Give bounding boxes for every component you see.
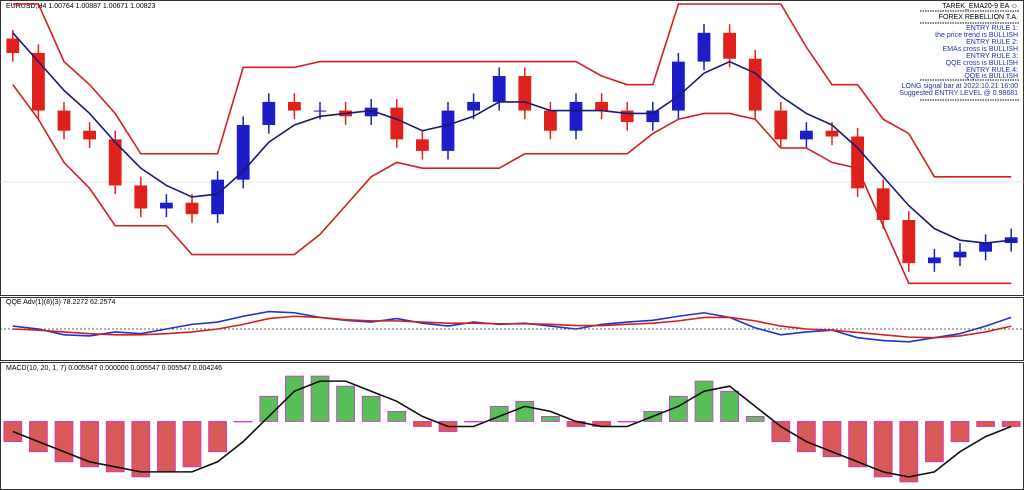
panel-title: TAREK_EMA20-9 EA ☺ bbox=[942, 3, 1018, 10]
macd-pane bbox=[0, 362, 1024, 490]
candle-body bbox=[32, 52, 45, 111]
histogram-bar bbox=[694, 380, 714, 422]
line-series bbox=[12, 3, 1012, 178]
candle-body bbox=[416, 139, 429, 151]
candle-body bbox=[825, 130, 839, 137]
histogram-bar bbox=[387, 410, 407, 422]
candle-body bbox=[774, 110, 788, 140]
candle-body bbox=[697, 32, 711, 62]
histogram-bar bbox=[464, 421, 483, 423]
candle-body bbox=[748, 58, 762, 111]
histogram-bar bbox=[899, 421, 919, 483]
line-series bbox=[12, 315, 1012, 339]
histogram-bar bbox=[617, 421, 637, 423]
histogram-bar bbox=[515, 400, 535, 422]
info-panel: TAREK_EMA20-9 EA ☺ bbox=[920, 3, 1020, 101]
histogram-bar bbox=[950, 421, 970, 443]
histogram-bar bbox=[285, 375, 304, 422]
candle-body bbox=[723, 32, 736, 59]
histogram-bar bbox=[669, 395, 688, 422]
candle-body bbox=[800, 130, 813, 140]
panel-line: QQE is BULLISH bbox=[964, 73, 1018, 80]
histogram-bar bbox=[208, 421, 227, 453]
candle-body bbox=[569, 101, 583, 131]
histogram-bar bbox=[873, 421, 893, 478]
histogram-bar bbox=[413, 421, 432, 427]
histogram-bar bbox=[771, 421, 791, 443]
candle-body bbox=[57, 110, 71, 131]
panel-line: ENTRY RULE 4: bbox=[966, 67, 1018, 74]
macd-title: MACD(10, 20, 1, 7) 0.005547 0.000000 0.0… bbox=[6, 365, 222, 372]
histogram-bar bbox=[29, 421, 48, 453]
main-title: EURUSD,H4 1.00764 1.00887 1.00671 1.0082… bbox=[6, 3, 156, 10]
candle-body bbox=[313, 110, 327, 112]
candle-body bbox=[211, 179, 224, 215]
candle-body bbox=[185, 202, 199, 215]
panel-line: ENTRY RULE 2: bbox=[966, 39, 1018, 46]
candle-body bbox=[83, 130, 96, 140]
panel-line: Suggested ENTRY LEVEL @ 0.98681 bbox=[899, 90, 1018, 97]
candle-body bbox=[595, 101, 608, 111]
candle-body bbox=[288, 101, 301, 111]
histogram-bar bbox=[54, 421, 74, 463]
histogram-bar bbox=[720, 390, 739, 422]
candle-body bbox=[492, 76, 506, 102]
line-series bbox=[12, 380, 1012, 478]
histogram-bar bbox=[822, 421, 842, 458]
histogram-bar bbox=[233, 421, 253, 423]
panel-line: ENTRY RULE 3: bbox=[966, 53, 1018, 60]
histogram-bar bbox=[797, 421, 816, 453]
histogram-bar bbox=[131, 421, 151, 478]
histogram-bar bbox=[105, 421, 125, 473]
panel-line: ENTRY RULE 1: bbox=[966, 25, 1018, 32]
candle-body bbox=[672, 61, 685, 111]
line-series bbox=[12, 310, 1012, 343]
main-pane bbox=[0, 0, 1024, 296]
panel-line: FOREX REBELLION T.A. bbox=[939, 14, 1018, 21]
candle-body bbox=[390, 107, 404, 140]
histogram-bar bbox=[848, 421, 867, 468]
candle-body bbox=[6, 38, 20, 53]
histogram-bar bbox=[976, 421, 995, 427]
candle-body bbox=[953, 251, 967, 258]
candle-body bbox=[620, 110, 634, 123]
candle-body bbox=[646, 110, 660, 123]
candle-body bbox=[876, 188, 890, 220]
histogram-bar bbox=[80, 421, 99, 468]
candle-body bbox=[467, 101, 480, 111]
histogram-bar bbox=[361, 395, 381, 422]
histogram-bar bbox=[1001, 421, 1021, 427]
candle-body bbox=[160, 202, 173, 209]
qqe-title: QQE Adv(1)(8)(3) 78.2272 62.2574 bbox=[6, 299, 115, 306]
candle-body bbox=[441, 110, 455, 151]
panel-line: the price trend is BULLISH bbox=[935, 32, 1018, 39]
candle-body bbox=[979, 243, 992, 252]
candle-body bbox=[108, 139, 122, 186]
candle-body bbox=[518, 76, 532, 111]
histogram-bar bbox=[745, 416, 765, 422]
line-series bbox=[12, 32, 1012, 244]
line-series bbox=[12, 84, 1012, 285]
candle-body bbox=[134, 185, 148, 209]
histogram-bar bbox=[310, 375, 330, 422]
histogram-bar bbox=[925, 421, 944, 463]
histogram-bar bbox=[336, 385, 355, 422]
histogram-bar bbox=[182, 421, 202, 468]
candle-body bbox=[928, 257, 941, 264]
candle-body bbox=[902, 220, 916, 264]
panel-line: LONG signal bar at 2022.10.21 16:00 bbox=[902, 83, 1018, 90]
panel-line: QQE cross is BULLISH bbox=[946, 60, 1018, 67]
histogram-bar bbox=[259, 395, 279, 422]
histogram-bar bbox=[541, 416, 560, 422]
candle-body bbox=[262, 101, 276, 125]
candle-body bbox=[236, 124, 250, 180]
histogram-bar bbox=[157, 421, 176, 473]
candle-body bbox=[544, 110, 557, 131]
panel-line: EMAs cross is BULLISH bbox=[943, 46, 1018, 53]
candle-body bbox=[364, 107, 378, 117]
